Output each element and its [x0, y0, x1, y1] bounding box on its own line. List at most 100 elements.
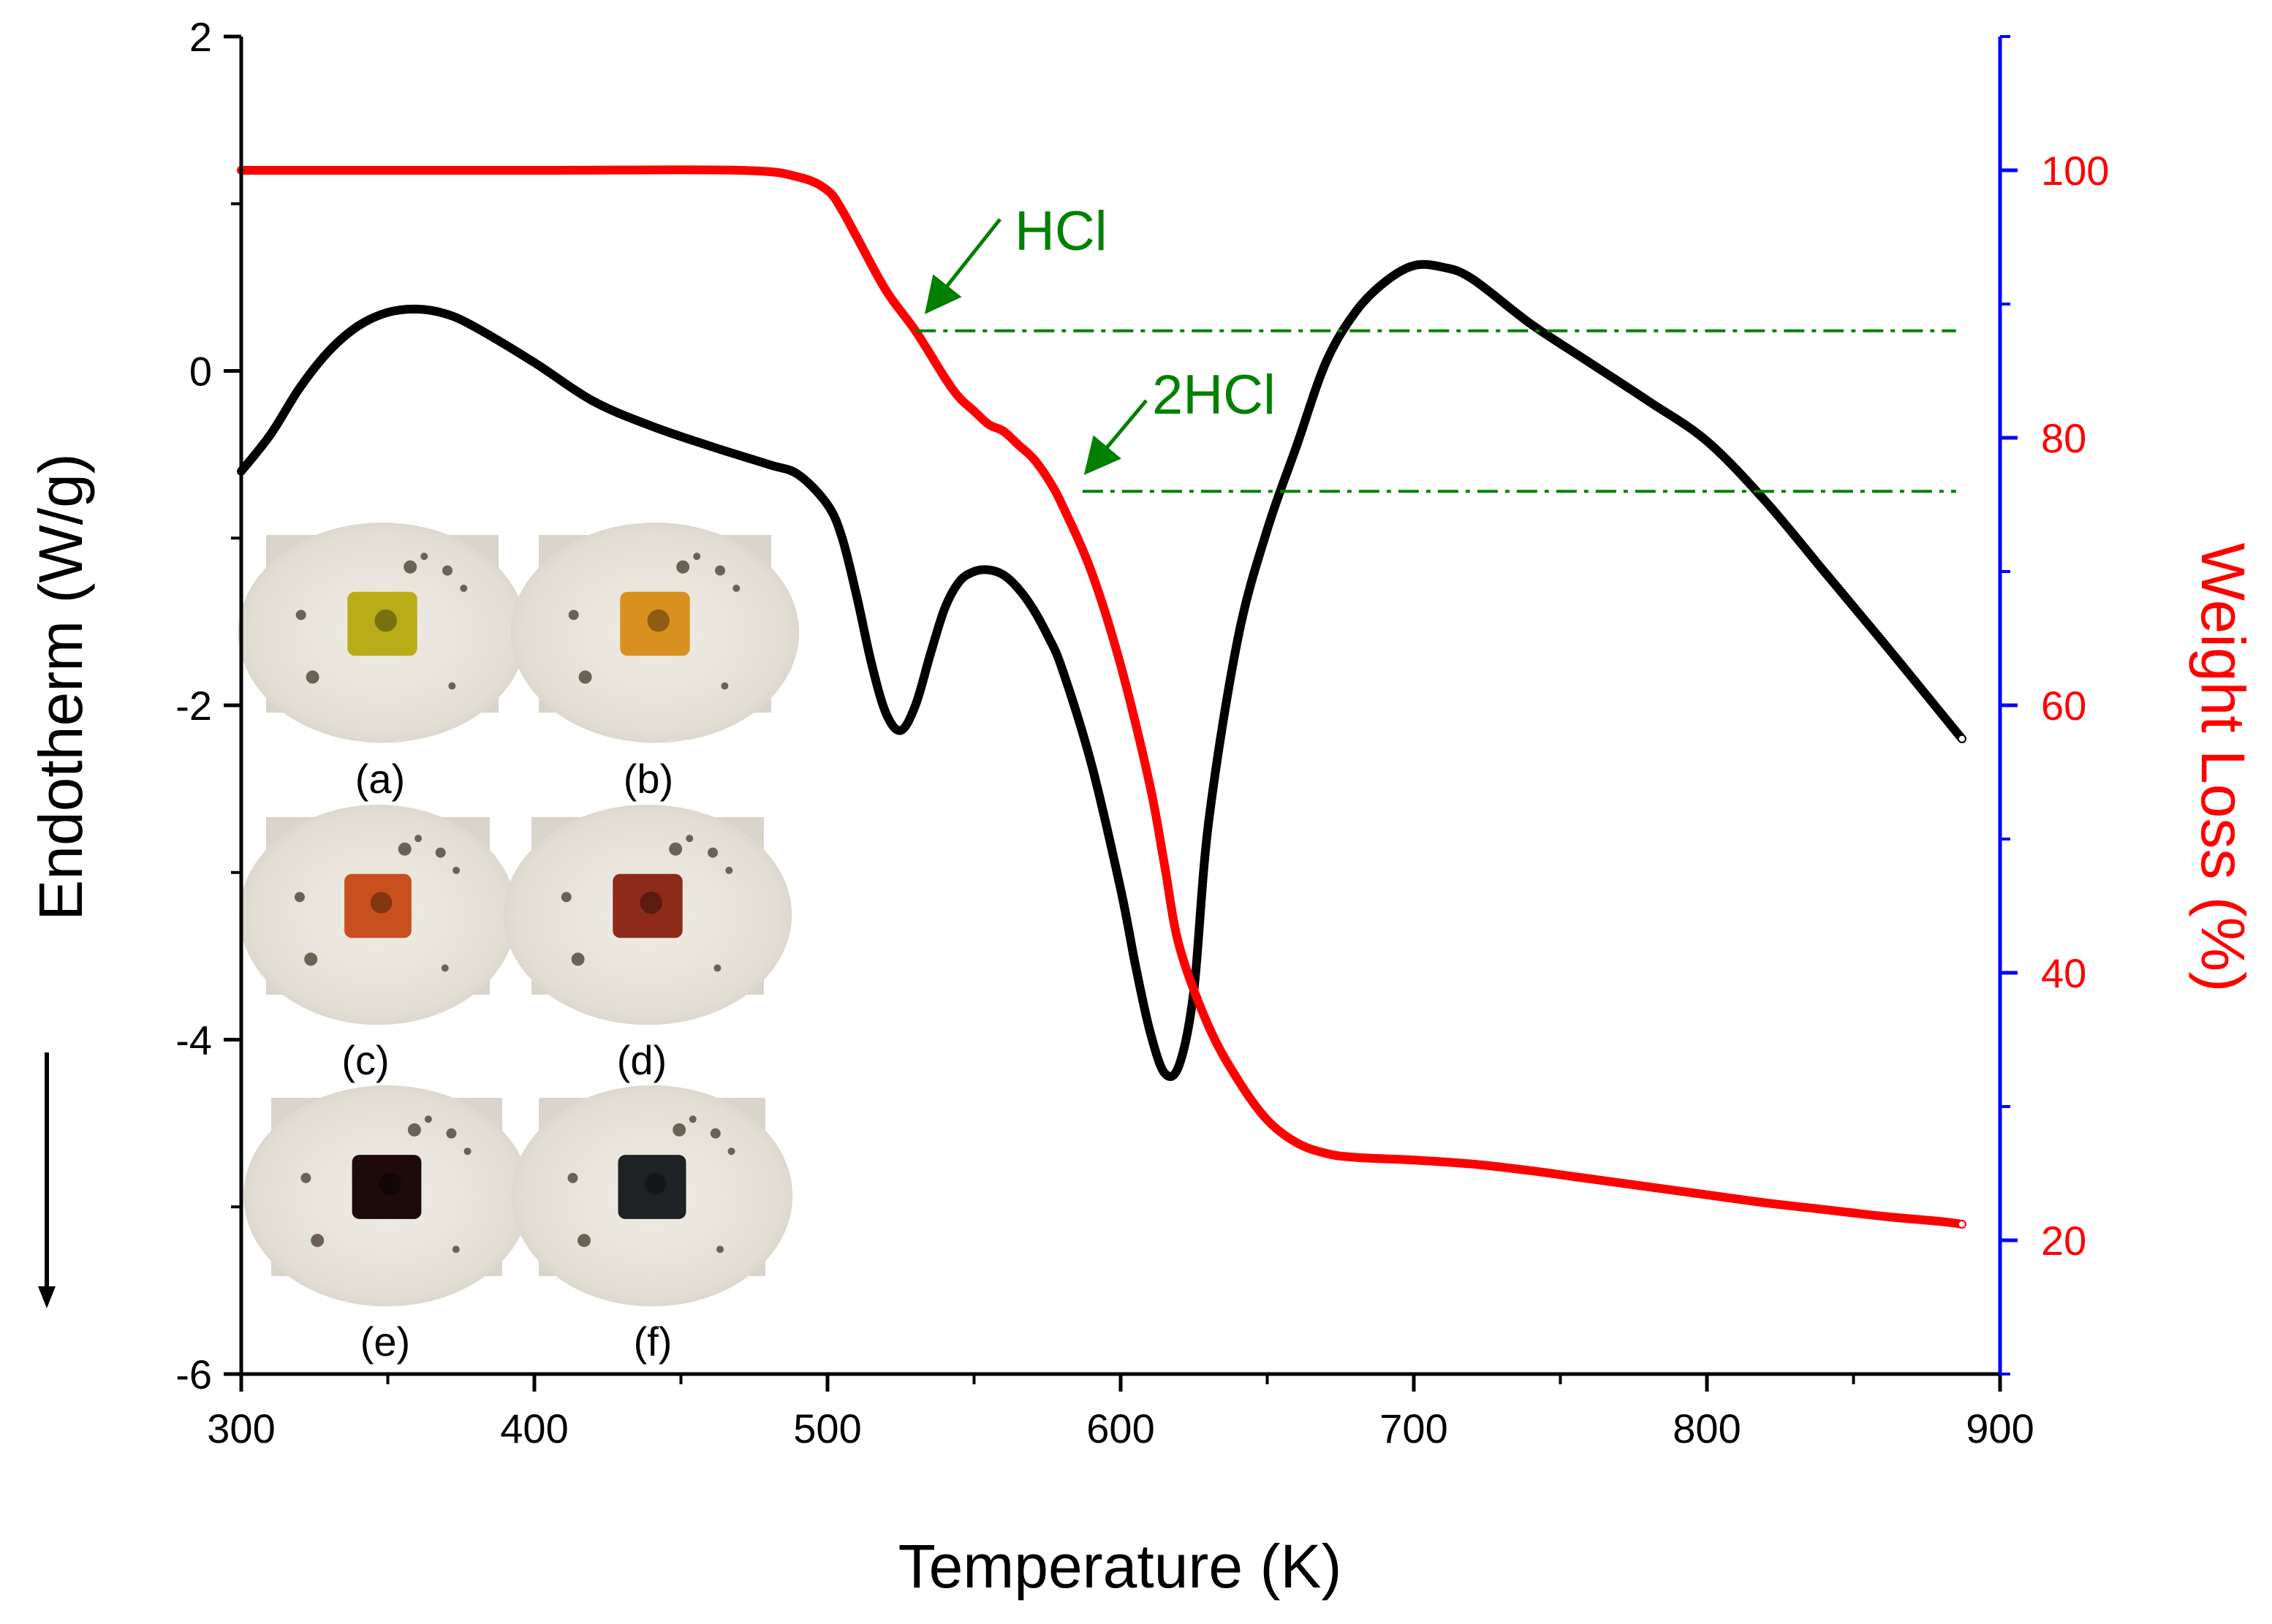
speck: [727, 1147, 735, 1156]
sample-photo-f: (f): [511, 1085, 793, 1365]
speck: [669, 842, 683, 856]
y-right-tick-label: 40: [2041, 950, 2086, 996]
sample-label: (c): [341, 1037, 389, 1083]
x-tick-label: 700: [1379, 1405, 1447, 1452]
y-left-tick-label: -4: [175, 1017, 212, 1063]
speck: [295, 610, 306, 621]
annotation-arrow: [924, 218, 1001, 314]
endotherm-direction-arrow: [38, 1052, 56, 1308]
sample-label: (b): [624, 756, 673, 802]
speck: [452, 866, 461, 874]
sample-square: [347, 591, 417, 656]
y-left-tick-label: -6: [175, 1351, 212, 1397]
speck: [460, 584, 468, 592]
sample-photo-b: (b): [510, 522, 800, 802]
sample-label: (d): [617, 1037, 667, 1083]
speck: [424, 1115, 432, 1123]
x-tick-label: 800: [1673, 1405, 1741, 1452]
curve-end-marker: [1957, 734, 1966, 743]
sample-photo-c: (c): [239, 804, 517, 1083]
speck: [725, 866, 733, 874]
speck: [571, 952, 585, 966]
sample-label: (a): [355, 756, 405, 802]
sample-spot: [370, 892, 393, 914]
sample-photos: (a) (b) (c) (d) (e) (f): [238, 522, 800, 1365]
sample-square: [620, 591, 690, 656]
data-curves: [237, 165, 1966, 1229]
speck: [452, 1245, 460, 1253]
sample-photo-d: (d): [503, 804, 792, 1083]
sample-spot: [374, 609, 398, 632]
sample-label: (e): [360, 1318, 410, 1365]
speck: [446, 1128, 457, 1139]
sample-photo-e: (e): [243, 1085, 530, 1365]
y-right-tick-label: 100: [2041, 148, 2109, 194]
sample-square: [344, 873, 412, 938]
speck: [715, 565, 726, 576]
sample-label: (f): [634, 1318, 673, 1365]
speck: [578, 670, 592, 684]
sample-spot: [647, 609, 670, 632]
x-tick-label: 500: [793, 1405, 861, 1452]
speck: [448, 682, 456, 690]
speck: [710, 1128, 721, 1139]
speck: [304, 952, 318, 966]
annotation-label: HCl: [1015, 200, 1107, 262]
annotation-label: 2HCl: [1152, 364, 1276, 426]
y-right-tick-label: 60: [2041, 683, 2086, 729]
speck: [407, 1123, 421, 1137]
dsc-curve: [237, 259, 1966, 1081]
annotation-hcl: HCl: [915, 200, 1956, 333]
sample-photo-a: (a): [238, 522, 527, 802]
speck: [404, 560, 417, 574]
speck: [578, 1234, 591, 1248]
sample-square: [613, 873, 683, 938]
y-left-tick-label: -2: [175, 683, 212, 729]
speck: [673, 1123, 686, 1137]
annotations: HCl 2HCl: [915, 200, 1956, 493]
speck: [294, 892, 305, 903]
x-tick-label: 900: [1966, 1405, 2034, 1452]
speck: [311, 1234, 325, 1248]
annotation-2hcl: 2HCl: [1082, 364, 1956, 493]
speck: [442, 565, 453, 576]
speck: [398, 842, 412, 856]
sample-spot: [379, 1172, 401, 1195]
y-left-tick-label: 0: [189, 349, 212, 395]
sample-spot: [644, 1172, 667, 1195]
x-tick-label: 400: [500, 1405, 568, 1452]
x-tick-label: 300: [207, 1405, 275, 1452]
tga-curve: [237, 165, 1966, 1229]
sample-square: [352, 1155, 422, 1219]
speck: [568, 610, 579, 621]
speck: [721, 682, 729, 690]
sample-square: [618, 1155, 686, 1219]
y-right-axis-title: Weight Loss (%): [2189, 543, 2257, 993]
x-axis-title: Temperature (K): [898, 1532, 1342, 1601]
speck: [300, 1172, 311, 1183]
x-tick-label: 600: [1086, 1405, 1154, 1452]
sample-spot: [640, 891, 663, 914]
speck: [420, 553, 428, 561]
speck: [441, 964, 449, 972]
curve-end-marker: [1957, 1220, 1966, 1229]
speck: [414, 835, 423, 843]
speck: [693, 553, 701, 561]
speck: [732, 584, 741, 592]
speck: [713, 964, 722, 972]
y-left-axis-title: Endotherm (W/g): [26, 453, 95, 921]
speck: [435, 847, 446, 858]
speck: [676, 560, 690, 574]
y-right-tick-label: 80: [2041, 415, 2086, 461]
speck: [306, 670, 319, 684]
y-left-tick-label: 2: [189, 14, 212, 60]
y-right-tick-label: 20: [2041, 1218, 2086, 1264]
speck: [561, 892, 572, 903]
annotation-arrow: [1083, 399, 1148, 475]
axes: 300 400 500 600 700 800 900 -6 -4 -2 0 2 20 40 60 80 100: [175, 14, 2109, 1452]
speck: [463, 1147, 472, 1156]
speck: [689, 1115, 697, 1123]
speck: [686, 835, 694, 843]
speck: [708, 847, 719, 858]
